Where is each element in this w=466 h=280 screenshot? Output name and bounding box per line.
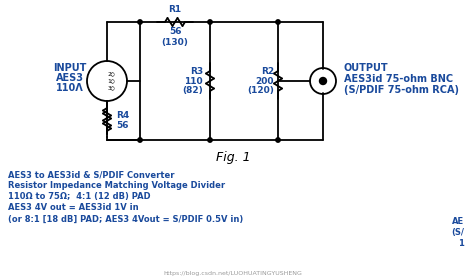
Text: AE: AE <box>452 218 464 227</box>
Text: 110Λ: 110Λ <box>56 83 84 93</box>
Text: (or 8:1 [18 dB] PAD; AES3 4Vout = S/PDIF 0.5V in): (or 8:1 [18 dB] PAD; AES3 4Vout = S/PDIF… <box>8 214 243 223</box>
Text: AES3 to AES3id & S/PDIF Converter: AES3 to AES3id & S/PDIF Converter <box>8 171 174 179</box>
Circle shape <box>138 138 142 142</box>
Circle shape <box>276 20 280 24</box>
Circle shape <box>138 20 142 24</box>
Circle shape <box>320 78 327 85</box>
Circle shape <box>208 138 212 142</box>
Text: 1○: 1○ <box>107 78 115 83</box>
Text: https://blog.csdn.net/LUOHUATINGYUSHENG: https://blog.csdn.net/LUOHUATINGYUSHENG <box>164 272 302 277</box>
Text: (S/PDIF 75-ohm RCA): (S/PDIF 75-ohm RCA) <box>344 85 459 95</box>
Text: 3○: 3○ <box>107 85 115 90</box>
Text: (120): (120) <box>247 87 274 95</box>
Text: R3: R3 <box>190 67 203 76</box>
Text: 110: 110 <box>185 76 203 85</box>
Text: R2: R2 <box>261 67 274 76</box>
Circle shape <box>208 20 212 24</box>
Text: 56: 56 <box>169 27 181 36</box>
Text: 56: 56 <box>116 122 129 130</box>
Text: AES3id 75-ohm BNC: AES3id 75-ohm BNC <box>344 74 453 84</box>
Text: AES3 4V out = AES3id 1V in: AES3 4V out = AES3id 1V in <box>8 204 138 213</box>
Text: (S/: (S/ <box>451 228 464 237</box>
Circle shape <box>276 138 280 142</box>
Text: Resistor Impedance Matching Voltage Divider: Resistor Impedance Matching Voltage Divi… <box>8 181 225 190</box>
Text: R1: R1 <box>168 6 182 15</box>
Text: 1: 1 <box>458 239 464 249</box>
Text: 110Ω to 75Ω;  4:1 (12 dB) PAD: 110Ω to 75Ω; 4:1 (12 dB) PAD <box>8 193 151 202</box>
Text: Fig. 1: Fig. 1 <box>216 151 250 165</box>
Text: AES3: AES3 <box>56 73 84 83</box>
Text: 2○: 2○ <box>107 71 115 76</box>
Text: OUTPUT: OUTPUT <box>344 63 389 73</box>
Text: INPUT: INPUT <box>53 63 87 73</box>
Text: (130): (130) <box>162 38 188 46</box>
Text: 200: 200 <box>255 76 274 85</box>
Text: R4: R4 <box>116 111 129 120</box>
Text: (82): (82) <box>182 87 203 95</box>
